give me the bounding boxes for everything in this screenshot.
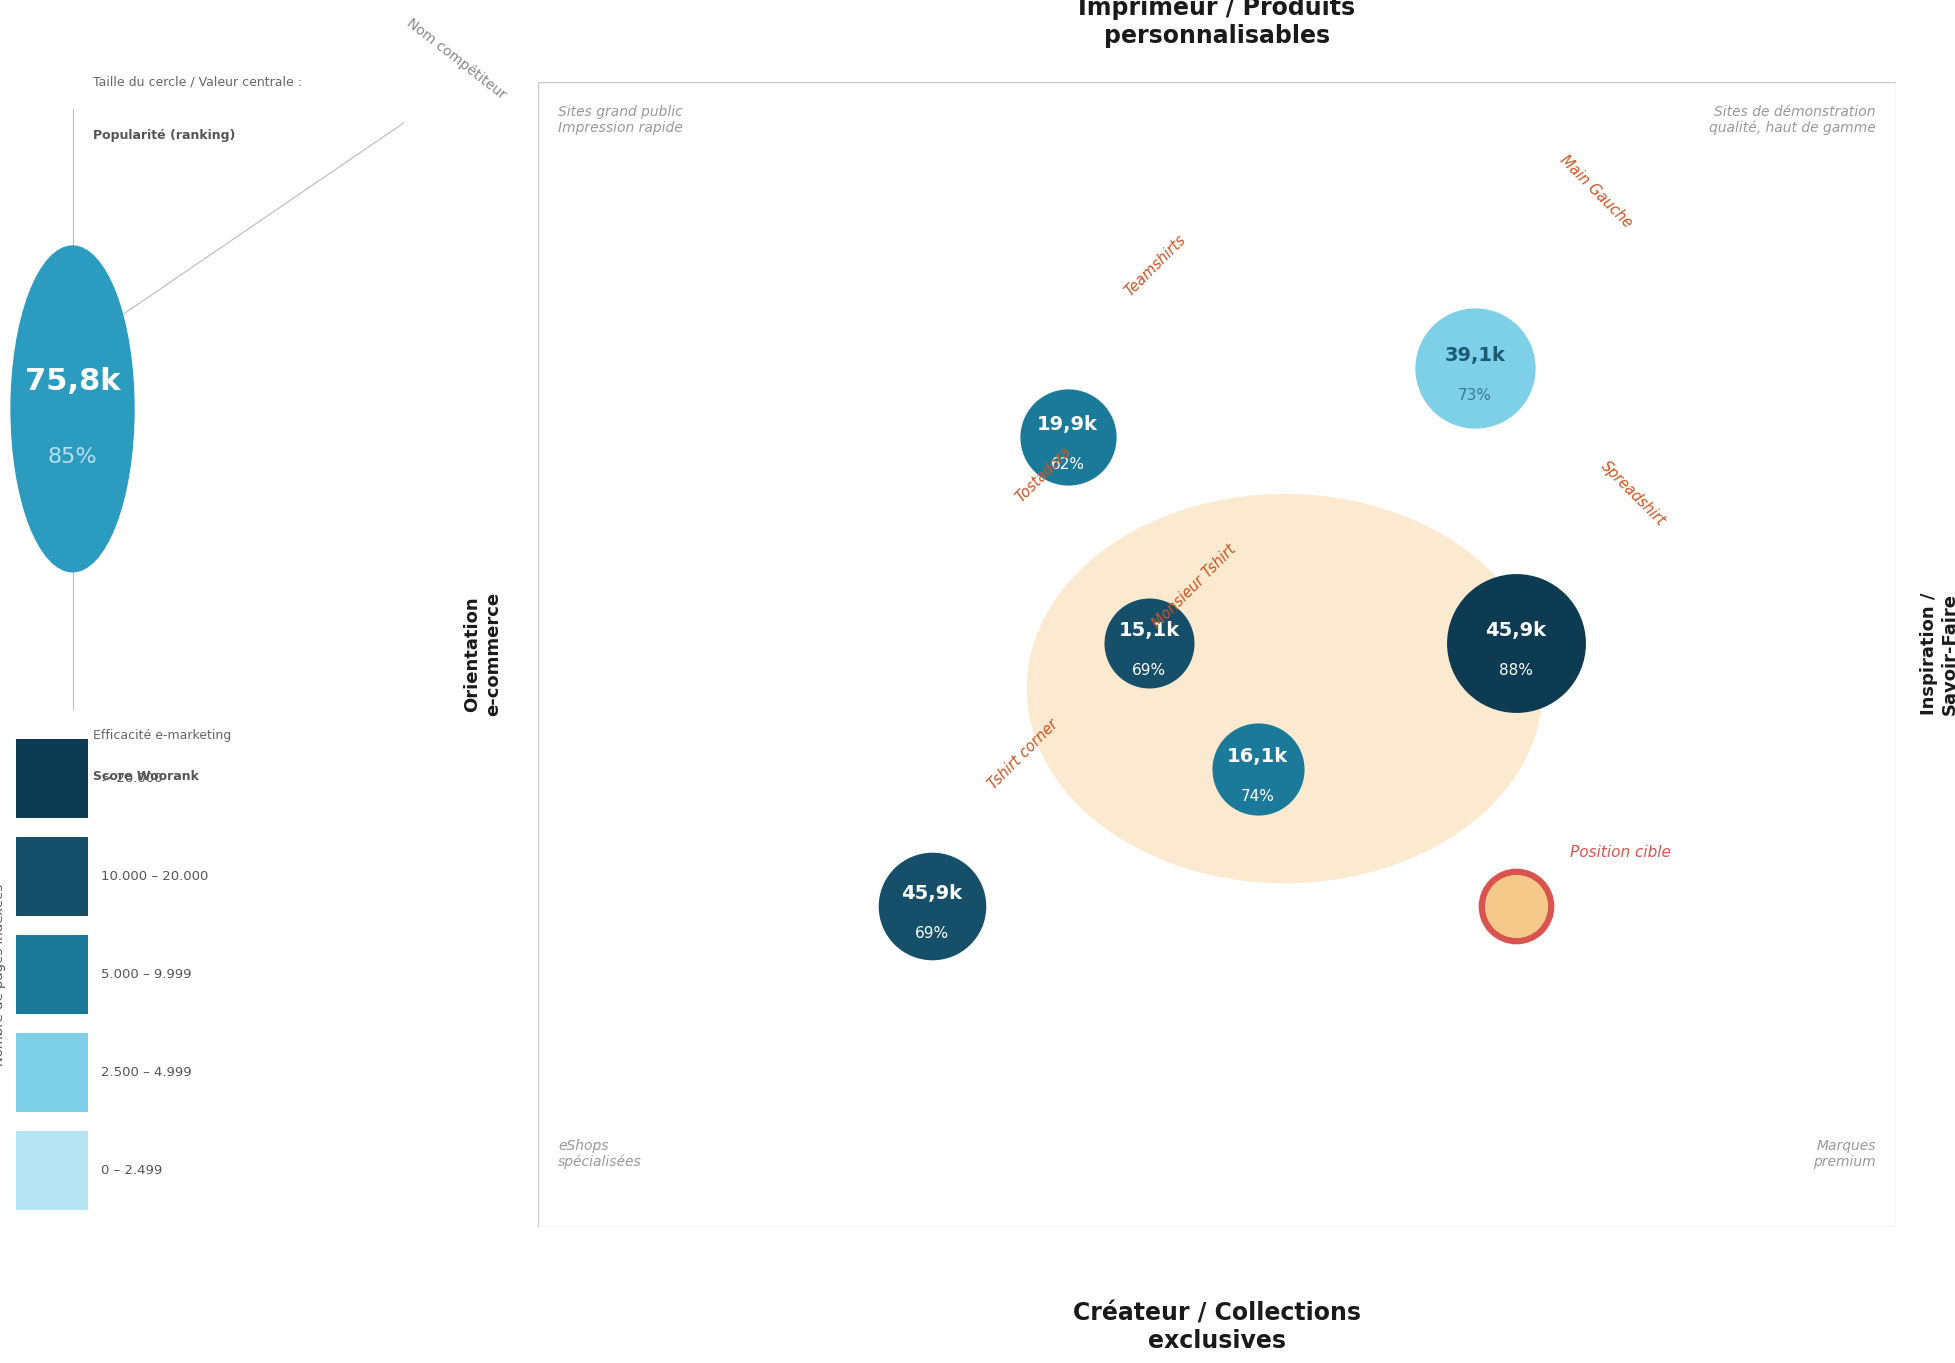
Text: Tostadora: Tostadora [1013,444,1075,506]
Text: 19,9k: 19,9k [1036,414,1099,433]
Point [917,895,948,917]
Text: Tshirt corner: Tshirt corner [985,716,1062,792]
Text: Nom compétiteur: Nom compétiteur [405,16,508,102]
Text: 0 – 2.499: 0 – 2.499 [102,1164,162,1178]
Text: Créateur / Collections
exclusives: Créateur / Collections exclusives [1073,1302,1361,1353]
Point [1052,425,1083,447]
Text: Inspiration /
Savoir-Faire: Inspiration / Savoir-Faire [1920,593,1955,716]
Text: 73%: 73% [1458,388,1492,403]
Point [1460,357,1492,379]
Text: Imprimeur / Produits
personnalisables: Imprimeur / Produits personnalisables [1079,0,1355,48]
Text: eShops
spécialisées: eShops spécialisées [557,1138,641,1169]
Text: 2.500 – 4.999: 2.500 – 4.999 [102,1066,192,1079]
Text: 85%: 85% [47,447,98,466]
Point [1499,632,1531,654]
Text: > 20.000: > 20.000 [102,771,162,785]
Text: 74%: 74% [1241,789,1275,804]
Text: Teamshirts: Teamshirts [1122,232,1189,300]
Text: 10.000 – 20.000: 10.000 – 20.000 [102,870,209,883]
Text: Position cible: Position cible [1570,845,1672,860]
Text: 39,1k: 39,1k [1445,346,1505,365]
Bar [16,837,88,916]
Text: 62%: 62% [1050,457,1085,472]
Bar [16,1033,88,1112]
Text: Sites de démonstration
qualité, haut de gamme: Sites de démonstration qualité, haut de … [1709,105,1877,135]
Text: 69%: 69% [915,925,948,940]
Text: Nombre de pages indexées: Nombre de pages indexées [0,883,6,1066]
Text: Spreadshirt: Spreadshirt [1597,458,1668,529]
Point [1134,632,1165,654]
Point [1241,758,1273,780]
Text: Efficacité e-marketing: Efficacité e-marketing [94,729,231,743]
Text: 16,1k: 16,1k [1228,747,1288,766]
Text: 45,9k: 45,9k [1486,620,1546,639]
Text: Marques
premium: Marques premium [1814,1139,1877,1169]
Ellipse shape [1026,493,1542,883]
Text: Score Woorank: Score Woorank [94,770,199,784]
Circle shape [10,245,135,572]
Text: Sites grand public
Impression rapide: Sites grand public Impression rapide [557,105,682,135]
Text: Main Gauche: Main Gauche [1556,153,1634,230]
Text: 5.000 – 9.999: 5.000 – 9.999 [102,968,192,981]
Point [1499,895,1531,917]
Text: Taille du cercle / Valeur centrale :: Taille du cercle / Valeur centrale : [94,75,303,89]
Text: 45,9k: 45,9k [901,885,962,904]
Text: 15,1k: 15,1k [1118,620,1179,639]
Bar [16,935,88,1014]
Text: Monsieur Tshirt: Monsieur Tshirt [1150,542,1238,631]
Bar [16,739,88,818]
Text: Popularité (ranking): Popularité (ranking) [94,129,237,143]
Text: 88%: 88% [1499,662,1533,677]
Text: 69%: 69% [1132,662,1165,677]
Bar [16,1131,88,1210]
Text: 75,8k: 75,8k [25,367,121,397]
Text: Orientation
e-commerce: Orientation e-commerce [463,592,502,717]
